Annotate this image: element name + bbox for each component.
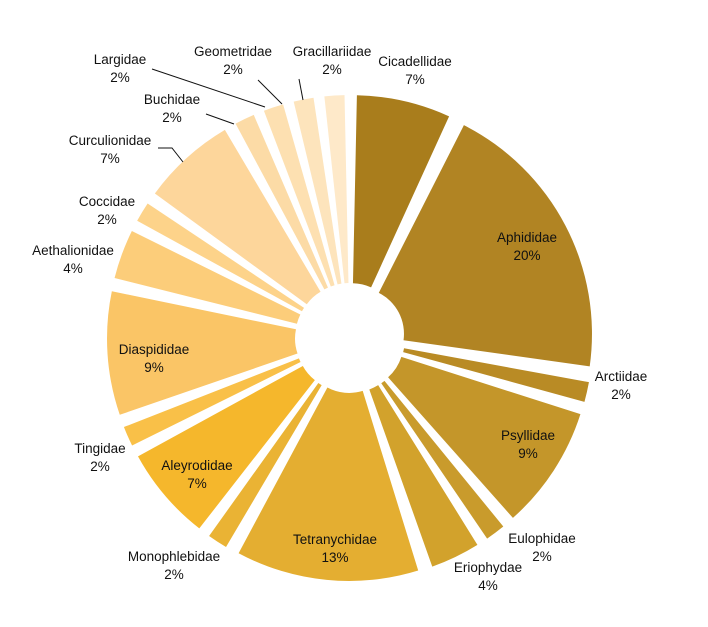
slice-gracillariidae [324,95,349,284]
slice-label-arctiidae: Arctiidae [595,369,648,384]
slice-value-tingidae: 2% [90,459,110,474]
slice-value-coccidae: 2% [97,212,117,227]
pie-slices [107,95,592,581]
slice-label-diaspididae: Diaspididae [119,342,190,357]
leader-line-buchidae [205,113,235,125]
slice-label-psyllidae: Psyllidae [501,428,555,443]
slice-label-aleyrodidae: Aleyrodidae [161,458,232,473]
slice-value-eriophydae: 4% [478,578,498,593]
slice-label-eulophidae: Eulophidae [508,531,576,546]
slice-value-monophlebidae: 2% [164,567,184,582]
leader-line-geometridae [257,79,283,105]
slice-arctiidae [403,348,589,402]
leader-line-largidae [151,68,266,108]
slice-aethalionidae [114,231,301,324]
slice-psyllidae [388,356,581,518]
slice-buchidae [235,114,328,290]
slice-label-monophlebidae: Monophlebidae [128,549,220,564]
slice-value-geometridae: 2% [223,62,243,77]
slice-value-aleyrodidae: 7% [187,476,207,491]
slice-label-largidae: Largidae [94,52,147,67]
slice-value-diaspididae: 9% [144,360,164,375]
slice-label-tetranychidae: Tetranychidae [293,532,377,547]
slice-label-cicadellidae: Cicadellidae [378,54,452,69]
slice-label-aethalionidae: Aethalionidae [32,243,114,258]
slice-diaspididae [107,291,298,415]
slice-coccidae [137,203,305,312]
slice-value-aethalionidae: 4% [63,261,83,276]
leader-line-curculionidae [158,147,184,163]
slice-label-aphididae: Aphididae [497,230,557,245]
slice-label-coccidae: Coccidae [79,194,135,209]
slice-value-psyllidae: 9% [518,446,538,461]
slice-curculionidae [154,129,321,305]
leader-line-gracillariidae [298,78,304,101]
slice-aleyrodidae [137,365,315,529]
slice-value-eulophidae: 2% [532,549,552,564]
slice-label-gracillariidae: Gracillariidae [293,44,372,59]
slice-value-buchidae: 2% [162,110,182,125]
slice-geometridae [293,97,342,285]
slice-value-curculionidae: 7% [100,151,120,166]
slice-value-tetranychidae: 13% [321,550,348,565]
slice-label-curculionidae: Curculionidae [69,133,152,148]
slice-cicadellidae [352,95,450,288]
slice-aphididae [378,125,592,367]
slice-tingidae [123,358,301,446]
slice-label-buchidae: Buchidae [144,92,200,107]
slice-value-cicadellidae: 7% [405,72,425,87]
slice-eriophydae [369,385,478,567]
slice-label-geometridae: Geometridae [194,44,272,59]
slice-value-gracillariidae: 2% [322,62,342,77]
slice-monophlebidae [209,382,322,547]
slice-labels: Cicadellidae 7% Aphididae 20% Arctiidae 2% Psy… [32,44,647,593]
slice-value-aphididae: 20% [513,248,540,263]
slice-eulophidae [381,380,504,539]
slice-label-eriophydae: Eriophydae [454,560,522,575]
leader-lines [151,68,304,163]
slice-tetranychidae [238,387,419,581]
slice-label-tingidae: Tingidae [74,441,125,456]
slice-largidae [263,104,335,287]
slice-value-largidae: 2% [110,70,130,85]
slice-value-arctiidae: 2% [611,387,631,402]
